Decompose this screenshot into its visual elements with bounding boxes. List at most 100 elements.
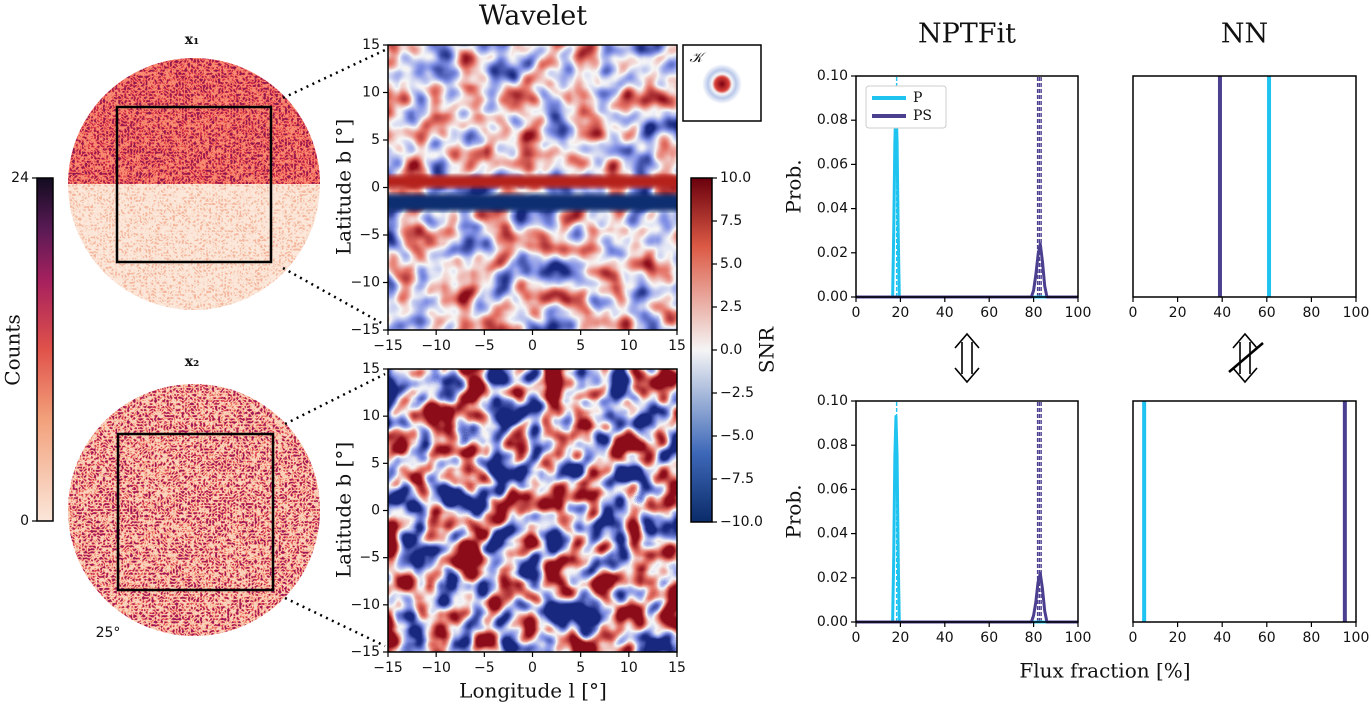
y-tick-label: 0.02	[817, 245, 848, 261]
y-tick-label: −15	[350, 644, 380, 660]
y-tick-label: 10	[362, 408, 380, 424]
x-tick-label: 40	[1213, 630, 1231, 646]
x-tick-label: 15	[668, 660, 686, 676]
y-tick-label: 15	[362, 37, 380, 53]
y-tick-label: 5.0	[720, 256, 742, 272]
y-tick-label: 24	[11, 170, 29, 186]
colorbar-label: Counts	[1, 314, 25, 385]
series-line	[856, 242, 1078, 299]
x-tick-label: 0	[852, 630, 861, 646]
y-tick-label: −5	[359, 550, 380, 566]
axes-frame	[855, 400, 1079, 623]
angle-label: 25°	[96, 625, 121, 641]
x-tick-label: 100	[1343, 305, 1370, 321]
y-tick-label: 0.06	[817, 156, 848, 172]
map-label: x₁	[185, 32, 199, 48]
y-tick-label: 0	[371, 503, 380, 519]
x-tick-label: 0	[528, 338, 537, 354]
x-tick-label: −10	[421, 660, 451, 676]
wavelet-map-2	[388, 369, 677, 652]
y-tick-label: 10	[362, 85, 380, 101]
y-tick-label: 0.08	[817, 112, 848, 128]
axes-frame	[1132, 400, 1357, 623]
series-line	[856, 101, 1078, 299]
y-tick-label: 0.06	[817, 481, 848, 497]
x-tick-label: −15	[373, 660, 403, 676]
panel-title: NN	[1221, 19, 1268, 50]
x-tick-label: 0	[1129, 305, 1138, 321]
y-tick-label: −2.5	[720, 385, 754, 401]
y-tick-label: 0.02	[817, 570, 848, 586]
y-tick-label: 0.00	[817, 614, 848, 630]
axes-frame	[1132, 75, 1357, 298]
x-tick-label: −10	[421, 338, 451, 354]
x-tick-label: 20	[1169, 305, 1187, 321]
x-tick-label: 60	[980, 305, 998, 321]
map-label: x₂	[185, 354, 199, 370]
x-tick-label: 80	[1302, 305, 1320, 321]
x-tick-label: 80	[1302, 630, 1320, 646]
y-tick-label: 15	[362, 361, 380, 377]
legend-label: P	[913, 90, 922, 106]
y-axis-label: Prob.	[782, 484, 806, 538]
connector	[284, 596, 386, 648]
x-tick-label: 10	[620, 660, 638, 676]
y-tick-label: 0.10	[817, 393, 848, 409]
y-tick-label: −10.0	[720, 514, 763, 530]
y-tick-label: 0.04	[817, 526, 848, 542]
y-tick-label: −10	[350, 275, 380, 291]
x-tick-label: 20	[891, 305, 909, 321]
y-tick-label: −5.0	[720, 428, 754, 444]
x-tick-label: 0	[852, 305, 861, 321]
x-tick-label: −15	[373, 338, 403, 354]
roi-box	[116, 432, 275, 592]
x-tick-label: 100	[1343, 630, 1370, 646]
x-tick-label: 80	[1025, 305, 1043, 321]
x-axis-label: Longitude l [°]	[459, 679, 607, 703]
panel-title: NPTFit	[918, 19, 1016, 50]
x-tick-label: 20	[891, 630, 909, 646]
axes-frame	[855, 75, 1079, 298]
y-axis-label: Latitude b [°]	[332, 119, 356, 255]
y-tick-label: −10	[350, 597, 380, 613]
x-tick-label: 40	[936, 305, 954, 321]
y-tick-label: 5	[371, 455, 380, 471]
legend-box	[865, 85, 947, 129]
x-tick-label: 40	[1213, 305, 1231, 321]
x-tick-label: −5	[474, 660, 495, 676]
series-line	[856, 571, 1078, 624]
non-equivalence-arrow	[1228, 332, 1264, 384]
series-line	[856, 414, 1078, 624]
x-tick-label: 100	[1065, 305, 1092, 321]
roi-box	[115, 105, 273, 264]
y-tick-label: 5	[371, 132, 380, 148]
x-tick-label: 15	[668, 338, 686, 354]
y-axis-label: Latitude b [°]	[332, 442, 356, 578]
x-tick-label: 20	[1169, 630, 1187, 646]
panel-title: Wavelet	[479, 1, 587, 32]
x-tick-label: 60	[980, 630, 998, 646]
y-tick-label: 0.0	[720, 342, 742, 358]
y-tick-label: 0.08	[817, 437, 848, 453]
x-tick-label: 0	[1129, 630, 1138, 646]
y-tick-label: 0.10	[817, 68, 848, 84]
x-tick-label: 5	[576, 660, 585, 676]
y-tick-label: 0	[20, 513, 29, 529]
y-tick-label: 7.5	[720, 213, 742, 229]
x-tick-label: 10	[620, 338, 638, 354]
y-tick-label: 0.04	[817, 201, 848, 217]
x-tick-label: −5	[474, 338, 495, 354]
sky-map-2	[68, 384, 320, 636]
x-tick-label: 60	[1258, 305, 1276, 321]
y-tick-label: 0	[371, 180, 380, 196]
sky-map-1	[68, 58, 320, 310]
y-tick-label: 2.5	[720, 299, 742, 315]
y-tick-label: −7.5	[720, 471, 754, 487]
x-tick-label: 60	[1258, 630, 1276, 646]
snr-colorbar	[690, 177, 713, 523]
y-axis-label: Prob.	[782, 159, 806, 213]
legend-label: PS	[913, 108, 932, 124]
y-tick-label: −15	[350, 322, 380, 338]
counts-colorbar	[36, 177, 54, 522]
